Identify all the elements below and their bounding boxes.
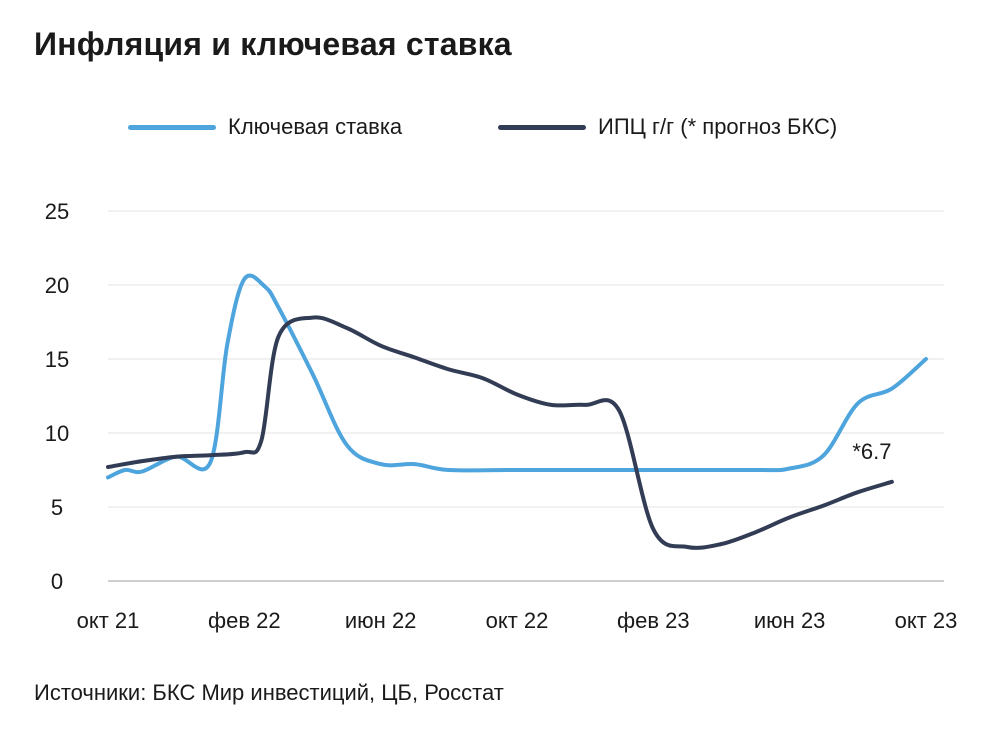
legend-label-cpi: ИПЦ г/г (* прогноз БКС) [598, 114, 838, 139]
x-tick-label: окт 23 [895, 608, 958, 633]
x-tick-label: июн 23 [754, 608, 826, 633]
y-tick-label: 10 [45, 421, 69, 446]
chart-title: Инфляция и ключевая ставка [34, 26, 512, 62]
legend-swatch-key-rate [128, 124, 216, 130]
y-tick-label: 25 [45, 199, 69, 224]
y-tick-label: 20 [45, 273, 69, 298]
legend-label-key-rate: Ключевая ставка [228, 114, 403, 139]
legend-swatch-cpi [498, 124, 586, 130]
y-tick-label: 5 [51, 495, 63, 520]
source-note: Источники: БКС Мир инвестиций, ЦБ, Росст… [34, 680, 504, 705]
y-tick-label: 0 [51, 569, 63, 594]
x-tick-label: окт 21 [77, 608, 140, 633]
legend-item-key-rate: Ключевая ставка [128, 112, 402, 142]
legend-item-cpi: ИПЦ г/г (* прогноз БКС) [498, 112, 837, 142]
x-tick-label: фев 22 [208, 608, 281, 633]
series-line-cpi [106, 315, 894, 550]
chart-legend: Ключевая ставка ИПЦ г/г (* прогноз БКС) [0, 112, 1000, 142]
x-tick-label: окт 22 [486, 608, 549, 633]
series-line-key-rate [106, 273, 928, 480]
y-tick-label: 15 [45, 347, 69, 372]
x-tick-label: фев 23 [617, 608, 690, 633]
x-tick-label: июн 22 [345, 608, 417, 633]
annotation-forecast-label: *6.7 [852, 439, 891, 464]
